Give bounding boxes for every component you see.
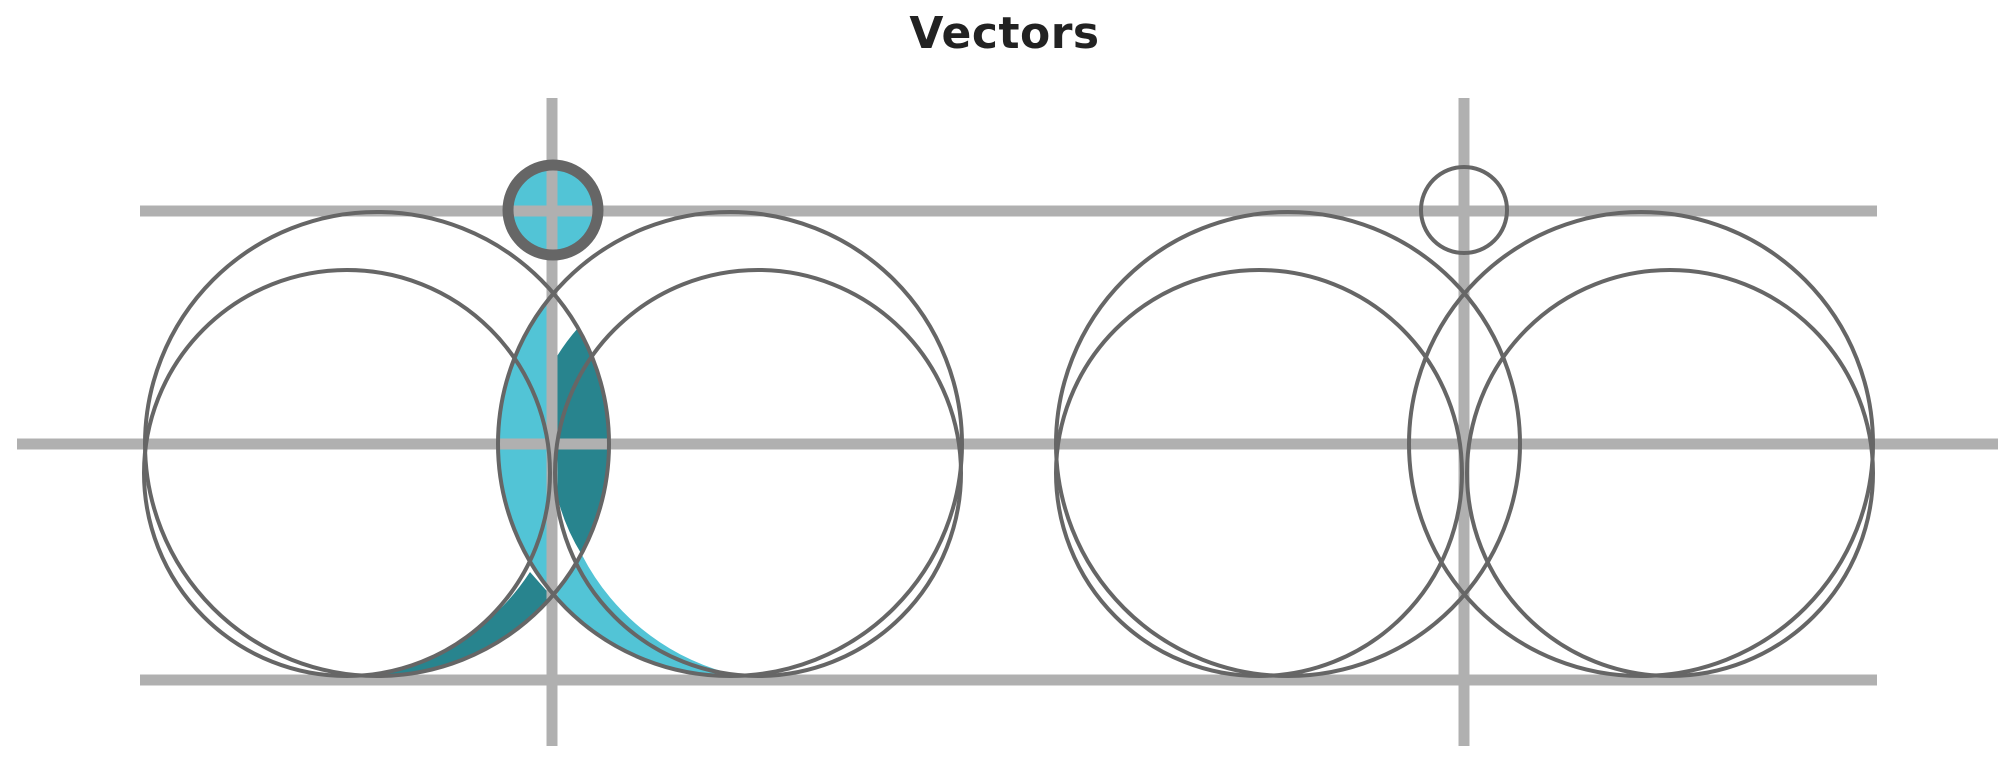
fill-bottom-dark [360, 572, 553, 677]
outline-inner-left [142, 268, 552, 678]
fill-bottom-light [553, 555, 740, 676]
outline-dot-thin [1419, 165, 1509, 255]
outline-dot-thick [502, 159, 604, 261]
outline-inner-left-2 [1054, 268, 1464, 678]
diagram-title: Vectors [909, 8, 1100, 59]
left-glyph-outlines [142, 159, 964, 678]
outline-inner-right [553, 268, 963, 678]
right-glyph-outlines [1054, 165, 1875, 678]
outline-big-right-2 [1407, 210, 1875, 678]
guide-lines [17, 98, 1998, 746]
outline-big-left-2 [1054, 210, 1522, 678]
outline-inner-right-2 [1465, 268, 1875, 678]
